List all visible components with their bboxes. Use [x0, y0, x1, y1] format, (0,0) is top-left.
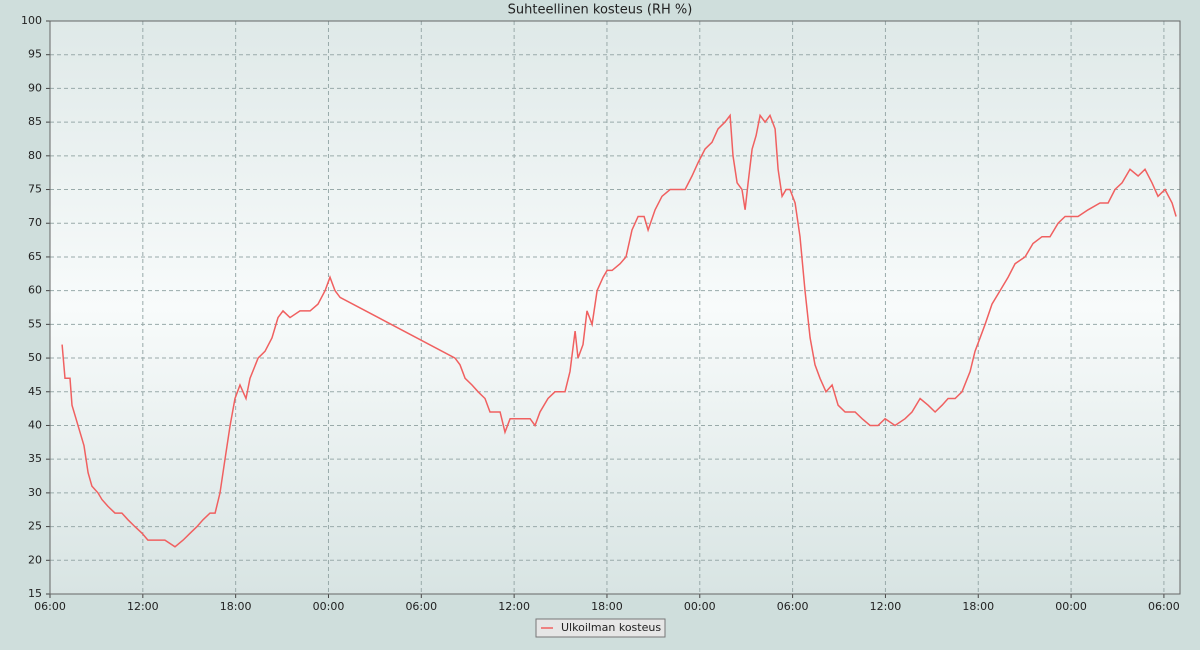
- x-tick-label: 00:00: [313, 600, 345, 613]
- x-tick-label: 06:00: [405, 600, 437, 613]
- y-tick-label: 100: [21, 14, 42, 27]
- x-tick-label: 12:00: [127, 600, 159, 613]
- data-line: [61, 113, 1177, 548]
- x-tick-label: 18:00: [962, 600, 994, 613]
- y-tick-label: 70: [28, 216, 42, 229]
- plot-area: [49, 20, 1181, 595]
- y-tick-label: 20: [28, 553, 42, 566]
- y-tick-label: 80: [28, 149, 42, 162]
- y-tick-label: 65: [28, 250, 42, 263]
- y-tick-label: 25: [28, 520, 42, 533]
- x-tick-label: 06:00: [34, 600, 66, 613]
- y-tick-label: 85: [28, 115, 42, 128]
- plot-area: [49, 20, 1181, 595]
- legend-box: [535, 618, 666, 638]
- x-tick-label: 18:00: [591, 600, 623, 613]
- y-tick-label: 55: [28, 317, 42, 330]
- y-tick-label: 60: [28, 284, 42, 297]
- y-tick-label: 95: [28, 48, 42, 61]
- x-tick-label: 18:00: [220, 600, 252, 613]
- x-tick-label: 12:00: [498, 600, 530, 613]
- x-tick-label: 00:00: [1055, 600, 1087, 613]
- y-tick-label: 40: [28, 418, 42, 431]
- y-tick-label: 15: [28, 587, 42, 600]
- x-tick-label: 00:00: [684, 600, 716, 613]
- y-tick-label: 45: [28, 385, 42, 398]
- y-tick-label: 50: [28, 351, 42, 364]
- y-tick-label: 30: [28, 486, 42, 499]
- x-tick-label: 12:00: [870, 600, 902, 613]
- legend-label: Ulkoilman kosteus: [561, 621, 661, 634]
- y-tick-label: 75: [28, 183, 42, 196]
- x-tick-label: 06:00: [1148, 600, 1180, 613]
- y-tick-label: 35: [28, 452, 42, 465]
- x-tick-label: 06:00: [777, 600, 809, 613]
- chart-title: Suhteellinen kosteus (RH %): [508, 3, 693, 18]
- y-tick-label: 90: [28, 81, 42, 94]
- legend: Ulkoilman kosteus: [535, 618, 666, 638]
